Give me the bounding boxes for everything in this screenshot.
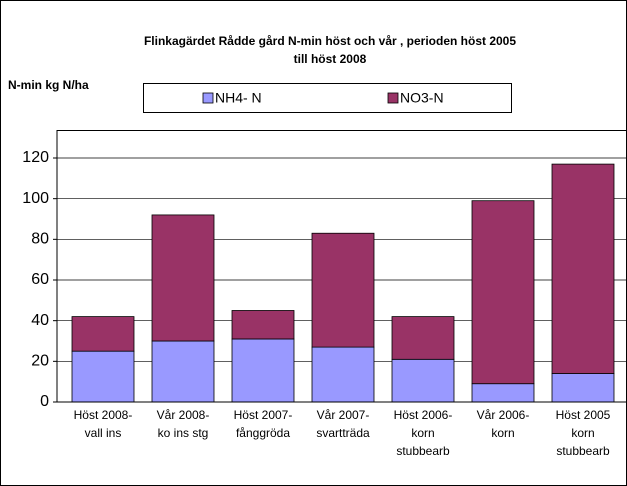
bar-segment [311,232,375,348]
x-tick-label: Vår 2007-svartträda [316,408,370,440]
y-tick-label: 40 [31,312,49,329]
bar-segment [391,358,455,403]
legend-box [143,83,512,113]
y-tick-label: 60 [31,271,49,288]
y-tick-label: 80 [31,231,49,248]
x-tick-label: Vår 2006-korn [477,408,530,440]
bar-segment [71,350,135,403]
bar-segment [311,346,375,403]
x-tick-label: Höst 2006-korn stubbearb [394,408,453,458]
y-tick-label: 0 [40,393,49,410]
bar-segment [391,316,455,360]
bar-segment [231,338,295,403]
x-tick-label: Höst 2005 korn stubbearb [556,408,611,458]
y-tick-label: 120 [22,149,49,166]
bar-segment [471,383,535,403]
bar-segment [71,316,135,352]
legend-swatch [202,92,214,104]
bar-segment [471,200,535,385]
bar-segment [551,373,615,403]
chart-title: Flinkagärdet Rådde gård N-min höst och v… [144,34,516,66]
legend-label: NH4- N [215,90,262,106]
x-tick-label: Höst 2007-fånggröda [234,408,293,440]
x-tick-label: Höst 2008-vall ins [74,408,133,440]
x-tick-label: Vår 2008-ko ins stg [157,408,210,440]
y-tick-label: 20 [31,353,49,370]
y-axis-label: N-min kg N/ha [8,78,89,92]
legend-label: NO3-N [400,90,444,106]
bar-segment [551,163,615,374]
bar-segment [151,214,215,342]
legend-swatch [387,92,399,104]
bar-segment [151,340,215,403]
bar-segment [231,310,295,340]
y-tick-label: 100 [22,190,49,207]
